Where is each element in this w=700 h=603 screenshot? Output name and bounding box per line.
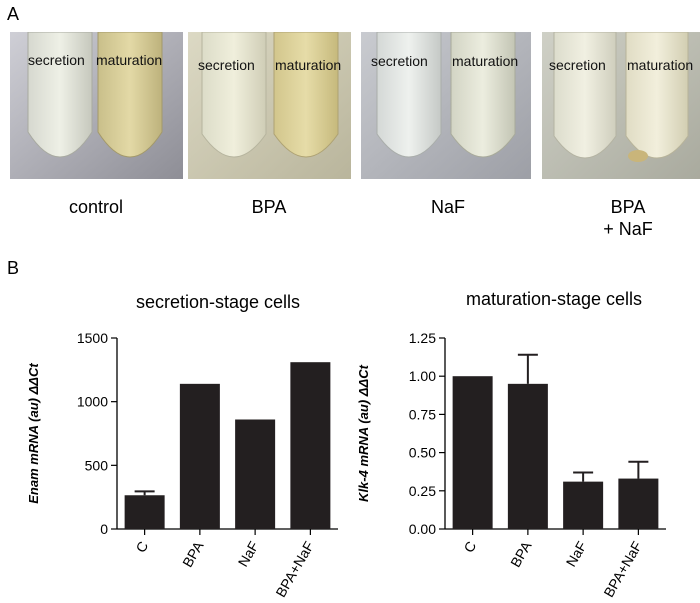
y-tick-label: 0.00 <box>409 521 436 537</box>
x-tick-label: BPA+NaF <box>272 539 317 600</box>
tubes-image <box>542 32 700 179</box>
chart-maturation-stage: maturation-stage cells Klk-4 mRNA (au) ΔΔ… <box>350 270 700 603</box>
panel-b-label: B <box>7 258 20 278</box>
panel-a-label: A <box>7 4 20 24</box>
tube-label-secretion: secretion <box>28 52 85 68</box>
x-tick-label: BPA <box>179 538 207 570</box>
tube-label-maturation: maturation <box>96 52 163 68</box>
chart-title: maturation-stage cells <box>466 289 642 309</box>
bar-bpa <box>179 383 220 529</box>
tubes-image <box>10 32 183 179</box>
condition-label-control: control <box>68 197 124 217</box>
y-tick-label: 1.25 <box>409 330 436 346</box>
y-tick-label: 0.25 <box>409 483 436 499</box>
x-tick-label: C <box>132 539 151 556</box>
bar-c <box>452 376 493 529</box>
tube-label-secretion: secretion <box>371 53 428 69</box>
condition-label-line1: BPA <box>610 197 646 217</box>
x-tick-label: NaF <box>235 539 262 570</box>
y-tick-label: 0.75 <box>409 406 436 422</box>
tube-label-maturation: maturation <box>452 53 519 69</box>
y-tick-label: 500 <box>85 457 109 473</box>
photo-bpa <box>188 32 351 179</box>
condition-label-naf: NaF <box>430 197 465 217</box>
y-tick-label: 0 <box>100 521 108 537</box>
y-tick-label: 1500 <box>77 330 108 346</box>
condition-label-bpa: BPA <box>251 197 287 217</box>
bar-c <box>124 495 165 529</box>
tube-label-secretion: secretion <box>549 57 606 73</box>
bar-naf <box>235 419 276 529</box>
y-tick-label: 1000 <box>77 394 108 410</box>
bar-naf <box>563 481 604 529</box>
photo-control <box>10 32 183 179</box>
x-tick-label: BPA+NaF <box>600 539 645 600</box>
y-axis-label: Enam mRNA (au) ΔΔCt <box>26 363 41 504</box>
photo-bpa-naf <box>542 32 700 179</box>
x-tick-label: C <box>460 539 479 556</box>
y-axis-label: Klk-4 mRNA (au) ΔΔCt <box>356 364 371 502</box>
bar-bpa <box>507 383 548 529</box>
tubes-image <box>361 32 531 179</box>
y-tick-label: 0.50 <box>409 445 436 461</box>
x-tick-label: BPA <box>507 538 535 570</box>
tubes-image <box>188 32 351 179</box>
chart-maturation-svg: maturation-stage cells Klk-4 mRNA (au) ΔΔ… <box>356 289 666 600</box>
chart-secretion-svg: secretion-stage cells Enam mRNA (au) ΔΔCt… <box>26 292 338 600</box>
chart-secretion-stage: secretion-stage cells Enam mRNA (au) ΔΔCt… <box>0 270 350 603</box>
bar-bpa-naf <box>618 478 659 529</box>
y-tick-label: 1.00 <box>409 368 436 384</box>
tube-label-secretion: secretion <box>198 57 255 73</box>
x-tick-label: NaF <box>563 539 590 570</box>
photo-naf <box>361 32 531 179</box>
tube-label-maturation: maturation <box>627 57 694 73</box>
condition-label-bpa-naf: BPA + NaF <box>578 196 678 240</box>
tube-label-maturation: maturation <box>275 57 342 73</box>
chart-title: secretion-stage cells <box>136 292 300 312</box>
bar-bpa-naf <box>290 362 331 529</box>
condition-label-line2: + NaF <box>603 219 653 239</box>
